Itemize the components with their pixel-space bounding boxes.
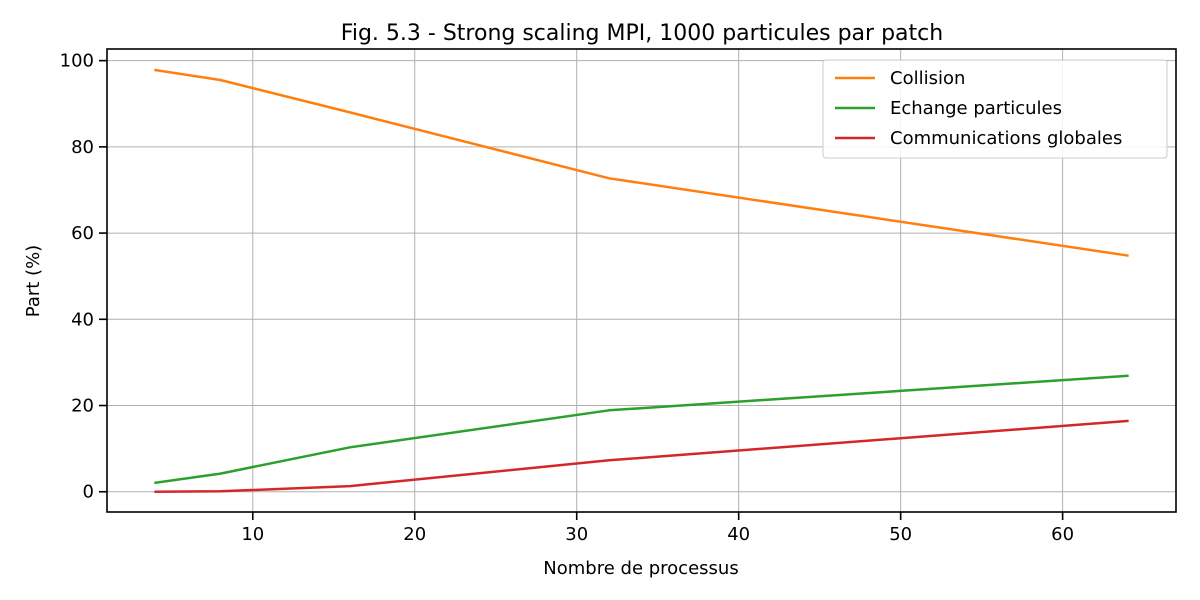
series-lines [154,68,1129,493]
chart-title: Fig. 5.3 - Strong scaling MPI, 1000 part… [341,21,943,46]
x-tick-label: 10 [241,524,264,545]
y-tick-label: 20 [71,396,94,417]
x-tick-label: 30 [565,524,588,545]
y-tick-label: 60 [71,223,94,244]
y-tick-label: 100 [60,51,94,72]
y-tick-label: 0 [83,482,94,503]
y-ticks: 0 20 40 60 80 100 [60,51,107,503]
x-tick-label: 40 [727,524,750,545]
legend-box [822,59,1168,159]
plot-frame [106,48,1177,513]
x-ticks: 10 20 30 40 50 60 [241,512,1074,545]
series-line-2 [154,419,1129,493]
y-tick-label: 40 [71,309,94,330]
y-tick-label: 80 [71,137,94,158]
x-tick-label: 50 [889,524,912,545]
legend-entry-0: Collision [890,68,965,89]
x-axis-label: Nombre de processus [543,558,738,579]
series-line-1 [154,374,1129,485]
legend-entry-1: Echange particules [890,98,1062,119]
series-line-0 [154,68,1129,257]
legend: Collision Echange particules Communication… [822,59,1168,159]
legend-entry-2: Communications globales [890,128,1122,149]
x-tick-label: 20 [403,524,426,545]
y-axis-label: Part (%) [23,245,44,317]
x-tick-label: 60 [1051,524,1074,545]
